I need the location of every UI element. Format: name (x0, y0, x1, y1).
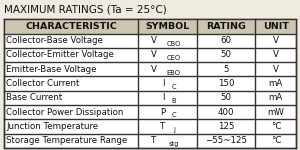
Bar (138, 19, 197, 34)
Text: −55~125: −55~125 (205, 136, 247, 145)
Text: Junction Temperature: Junction Temperature (6, 122, 98, 131)
Bar (4, 19, 296, 148)
Text: V: V (273, 65, 279, 74)
Text: I: I (162, 93, 164, 102)
Text: 60: 60 (220, 36, 232, 45)
Text: CBO: CBO (167, 41, 181, 47)
Text: mA: mA (269, 79, 283, 88)
Text: V: V (151, 65, 157, 74)
Text: I: I (162, 79, 164, 88)
Text: 5: 5 (223, 65, 229, 74)
Text: MAXIMUM RATINGS (Ta = 25°C): MAXIMUM RATINGS (Ta = 25°C) (4, 4, 166, 14)
Text: UNIT: UNIT (263, 22, 289, 31)
Text: RATING: RATING (206, 22, 246, 31)
Text: 400: 400 (218, 108, 234, 117)
Text: Collector-Emitter Voltage: Collector-Emitter Voltage (6, 51, 114, 60)
Text: Base Current: Base Current (6, 93, 62, 102)
Text: Collector Power Dissipation: Collector Power Dissipation (6, 108, 123, 117)
Text: T: T (151, 136, 156, 145)
Text: 125: 125 (218, 122, 234, 131)
Text: V: V (151, 36, 157, 45)
Text: Emitter-Base Voltage: Emitter-Base Voltage (6, 65, 97, 74)
Text: EBO: EBO (167, 70, 181, 76)
Text: CHARACTERISTIC: CHARACTERISTIC (25, 22, 117, 31)
Text: CEO: CEO (167, 55, 181, 61)
Text: Storage Temperature Range: Storage Temperature Range (6, 136, 127, 145)
Text: SYMBOL: SYMBOL (146, 22, 190, 31)
Bar (4, 19, 138, 34)
Bar (255, 19, 296, 34)
Text: C: C (172, 112, 176, 118)
Text: mW: mW (267, 108, 284, 117)
Text: Collector Current: Collector Current (6, 79, 80, 88)
Text: 50: 50 (220, 93, 232, 102)
Text: 50: 50 (220, 51, 232, 60)
Text: Collector-Base Voltage: Collector-Base Voltage (6, 36, 103, 45)
Text: V: V (151, 51, 157, 60)
Bar (197, 19, 255, 34)
Text: B: B (172, 98, 176, 104)
Text: mA: mA (269, 93, 283, 102)
Text: stg: stg (169, 141, 179, 147)
Text: P: P (160, 108, 166, 117)
Text: °C: °C (271, 122, 281, 131)
Text: °C: °C (271, 136, 281, 145)
Text: V: V (273, 51, 279, 60)
Text: T: T (160, 122, 166, 131)
Text: V: V (273, 36, 279, 45)
Text: j: j (173, 127, 175, 133)
Text: C: C (172, 84, 176, 90)
Text: 150: 150 (218, 79, 234, 88)
